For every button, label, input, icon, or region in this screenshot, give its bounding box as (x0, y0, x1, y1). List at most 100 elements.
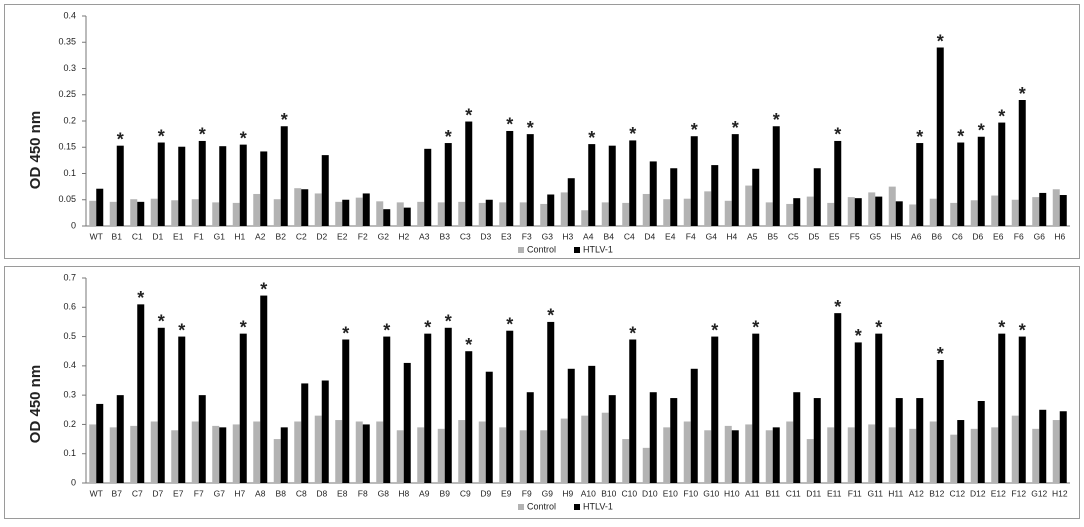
y-axis-label: OD 450 nm (27, 111, 44, 189)
significance-star: * (629, 323, 636, 343)
bar (1011, 415, 1019, 483)
y-tick-label: 0.7 (63, 272, 76, 282)
bar (567, 368, 575, 483)
significance-star: * (1019, 84, 1026, 104)
bar (895, 201, 903, 226)
x-tick-label: A10 (581, 488, 596, 498)
x-tick-label: C7 (132, 488, 143, 498)
x-tick-label: F8 (358, 488, 368, 498)
bar (89, 424, 97, 483)
bar (991, 427, 999, 483)
bar (444, 327, 452, 483)
x-tick-label: G11 (868, 488, 884, 498)
x-tick-label: G6 (1034, 231, 1046, 241)
bar (608, 395, 616, 483)
x-tick-label: H6 (1054, 231, 1065, 241)
bar (219, 427, 227, 483)
significance-star: * (937, 31, 944, 51)
x-tick-label: H12 (1052, 488, 1068, 498)
x-tick-label: F11 (848, 488, 862, 498)
bar (437, 428, 445, 483)
bar (465, 121, 473, 226)
significance-star: * (629, 124, 636, 144)
bar (663, 199, 671, 226)
bar (130, 199, 138, 226)
bar (1039, 409, 1047, 483)
bar (342, 339, 350, 483)
significance-star: * (506, 314, 513, 334)
bar (663, 427, 671, 483)
bar (642, 447, 650, 483)
y-tick-label: 0.1 (63, 168, 76, 178)
bar (936, 47, 944, 226)
bar (622, 202, 630, 226)
bar (342, 199, 350, 226)
y-tick-label: 0.25 (58, 89, 76, 99)
bar (957, 142, 965, 226)
bar (629, 140, 637, 226)
y-tick-label: 0.3 (63, 63, 76, 73)
significance-star: * (383, 320, 390, 340)
bar (970, 200, 978, 226)
bar (670, 168, 678, 226)
bar (1011, 199, 1019, 226)
x-tick-label: B4 (604, 231, 615, 241)
x-tick-label: G7 (214, 488, 226, 498)
bar (929, 421, 937, 483)
bar (711, 165, 719, 226)
x-tick-label: B1 (112, 231, 123, 241)
bar (417, 201, 425, 226)
legend-label: Control (527, 501, 556, 511)
significance-star: * (260, 279, 267, 299)
bar (998, 333, 1006, 483)
x-tick-label: E11 (827, 488, 842, 498)
bar (171, 200, 179, 226)
bar (704, 430, 712, 483)
bar (895, 398, 903, 483)
bar (232, 424, 240, 483)
x-tick-label: G2 (378, 231, 390, 241)
bar (424, 333, 432, 483)
x-tick-label: B9 (440, 488, 451, 498)
bar (690, 136, 698, 226)
bar (970, 428, 978, 483)
significance-star: * (158, 312, 165, 332)
bar (608, 145, 616, 226)
bar (731, 134, 739, 226)
bar (294, 421, 302, 483)
bar (1052, 189, 1060, 226)
y-tick-label: 0.1 (63, 448, 76, 458)
x-tick-label: B12 (929, 488, 944, 498)
x-tick-label: E8 (337, 488, 348, 498)
x-tick-label: E4 (665, 231, 676, 241)
bar (321, 155, 329, 226)
bar (581, 415, 589, 483)
bar (1032, 428, 1040, 483)
y-tick-label: 0.6 (63, 302, 76, 312)
bar (499, 202, 507, 226)
bar (130, 425, 138, 483)
bar (239, 333, 247, 483)
bar (649, 161, 657, 226)
bar (1032, 197, 1040, 226)
significance-star: * (506, 115, 513, 135)
bar (506, 330, 514, 483)
x-tick-label: H5 (890, 231, 901, 241)
bar (417, 427, 425, 483)
bar (765, 430, 773, 483)
bar (601, 412, 609, 483)
x-tick-label: G12 (1031, 488, 1047, 498)
x-tick-label: G8 (378, 488, 390, 498)
significance-star: * (855, 326, 862, 346)
significance-star: * (711, 320, 718, 340)
x-tick-label: D6 (972, 231, 983, 241)
x-tick-label: F4 (686, 231, 696, 241)
significance-star: * (240, 317, 247, 337)
bar (253, 193, 261, 226)
bar (786, 421, 794, 483)
bar (560, 418, 568, 483)
significance-star: * (527, 118, 534, 138)
bar (178, 146, 186, 226)
bar (198, 395, 206, 483)
